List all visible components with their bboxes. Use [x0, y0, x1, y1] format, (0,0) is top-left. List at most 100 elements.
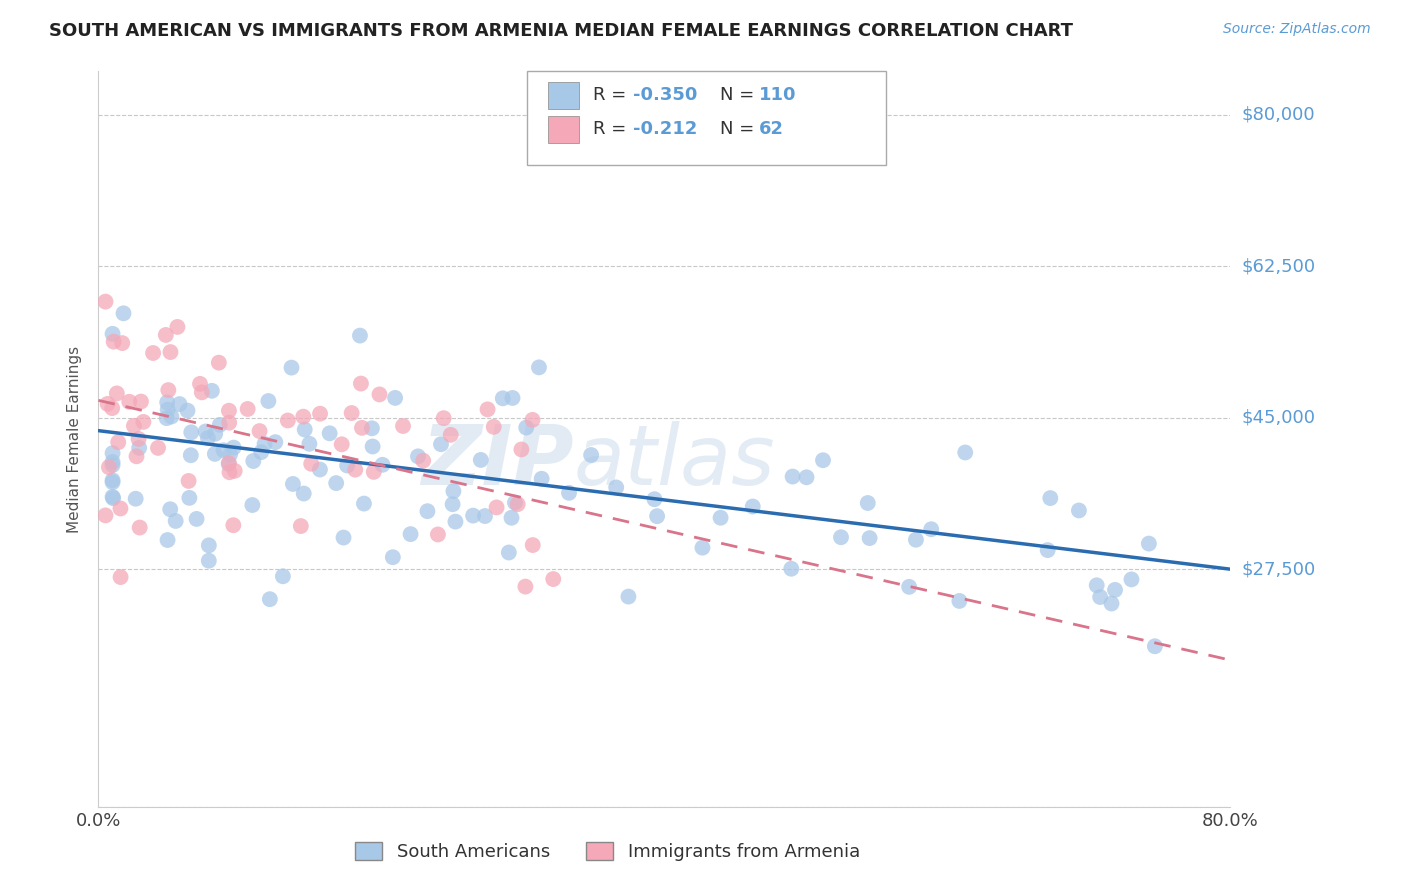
Text: R =: R =: [593, 120, 633, 138]
Point: [204, 447, 226, 461]
Point: [156, 395, 179, 409]
Point: [107, 435, 129, 450]
Point: [332, 531, 354, 545]
Text: R =: R =: [593, 87, 633, 104]
Text: -0.350: -0.350: [633, 87, 697, 104]
Text: -0.212: -0.212: [633, 120, 697, 138]
Point: [477, 402, 499, 417]
Y-axis label: Median Female Earnings: Median Female Earnings: [67, 346, 83, 533]
Point: [218, 465, 240, 479]
Point: [340, 406, 363, 420]
Point: [1101, 597, 1123, 611]
Point: [240, 498, 263, 512]
Point: [498, 545, 520, 559]
Point: [330, 437, 353, 451]
Point: [350, 421, 373, 435]
Point: [222, 518, 245, 533]
Point: [392, 419, 415, 434]
Point: [605, 480, 627, 494]
Point: [159, 345, 181, 359]
Point: [406, 450, 429, 464]
Point: [780, 562, 803, 576]
Point: [156, 411, 179, 425]
Point: [371, 458, 394, 472]
Point: [180, 448, 202, 462]
Point: [101, 490, 124, 504]
Point: [157, 383, 180, 397]
Text: $80,000: $80,000: [1241, 105, 1315, 124]
Point: [97, 460, 120, 475]
Point: [110, 570, 132, 584]
Point: [277, 413, 299, 427]
Text: SOUTH AMERICAN VS IMMIGRANTS FROM ARMENIA MEDIAN FEMALE EARNINGS CORRELATION CHA: SOUTH AMERICAN VS IMMIGRANTS FROM ARMENI…: [49, 22, 1073, 40]
Point: [1085, 578, 1108, 592]
Point: [444, 515, 467, 529]
Point: [218, 403, 240, 417]
Point: [194, 425, 217, 439]
Point: [522, 413, 544, 427]
Point: [856, 496, 879, 510]
Point: [280, 360, 302, 375]
Point: [344, 463, 367, 477]
Point: [858, 531, 880, 545]
Point: [204, 426, 226, 441]
Point: [482, 420, 505, 434]
Point: [101, 458, 124, 472]
Point: [474, 509, 496, 524]
Point: [259, 592, 281, 607]
Point: [381, 550, 404, 565]
Point: [503, 495, 526, 509]
Point: [281, 477, 304, 491]
Point: [441, 484, 464, 499]
Text: N =: N =: [720, 87, 759, 104]
Point: [218, 456, 240, 470]
Point: [541, 572, 564, 586]
Point: [1121, 573, 1143, 587]
Point: [430, 437, 453, 451]
Point: [298, 437, 321, 451]
Point: [412, 453, 434, 467]
Point: [1104, 582, 1126, 597]
Point: [94, 294, 117, 309]
Point: [129, 394, 152, 409]
Point: [191, 385, 214, 400]
Point: [101, 401, 124, 416]
Point: [180, 425, 202, 440]
Point: [218, 416, 240, 430]
Point: [224, 464, 246, 478]
Point: [433, 411, 456, 425]
Point: [128, 520, 150, 534]
Point: [222, 441, 245, 455]
Point: [336, 458, 359, 473]
Text: 62: 62: [759, 120, 785, 138]
Point: [219, 447, 242, 461]
Point: [160, 409, 183, 424]
Point: [208, 356, 231, 370]
Point: [920, 522, 942, 536]
Point: [155, 328, 177, 343]
Point: [122, 418, 145, 433]
Point: [294, 423, 316, 437]
Point: [264, 435, 287, 450]
Point: [112, 306, 135, 320]
Point: [384, 391, 406, 405]
Point: [290, 519, 312, 533]
Point: [502, 391, 524, 405]
Point: [492, 392, 515, 406]
Point: [101, 446, 124, 460]
Point: [710, 510, 733, 524]
Point: [1039, 491, 1062, 505]
Point: [440, 427, 463, 442]
Point: [159, 502, 181, 516]
Point: [501, 510, 523, 524]
Point: [132, 415, 155, 429]
Point: [1036, 543, 1059, 558]
Point: [363, 465, 385, 479]
Point: [165, 514, 187, 528]
Point: [506, 497, 529, 511]
Point: [118, 394, 141, 409]
Point: [142, 346, 165, 360]
Point: [948, 594, 970, 608]
Text: N =: N =: [720, 120, 759, 138]
Point: [253, 437, 276, 451]
